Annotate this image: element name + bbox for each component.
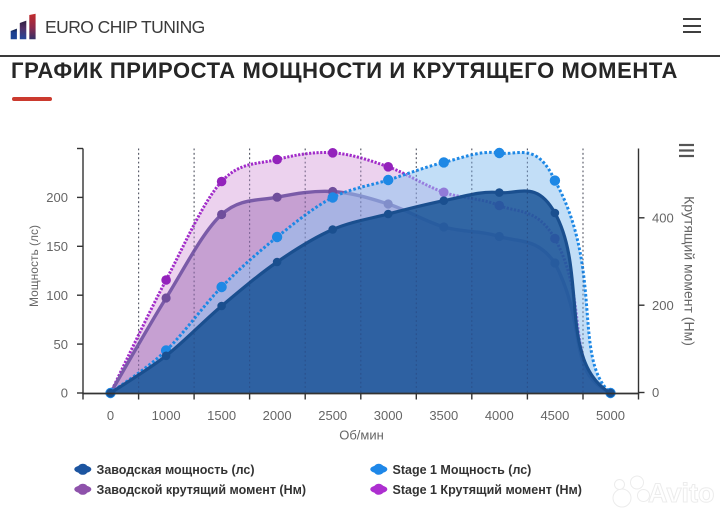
svg-text:Заводская мощность (лс): Заводская мощность (лс) (97, 463, 255, 477)
svg-text:2500: 2500 (318, 408, 347, 423)
svg-text:200: 200 (652, 298, 674, 313)
svg-text:3000: 3000 (374, 408, 403, 423)
svg-text:50: 50 (54, 337, 68, 352)
svg-text:0: 0 (107, 408, 114, 423)
svg-text:100: 100 (46, 288, 68, 303)
svg-text:Мощность (лс): Мощность (лс) (27, 225, 41, 307)
svg-text:Stage 1 Мощность (лс): Stage 1 Мощность (лс) (393, 463, 532, 477)
svg-text:4000: 4000 (485, 408, 514, 423)
svg-text:Об/мин: Об/мин (339, 428, 384, 443)
svg-text:1000: 1000 (152, 408, 181, 423)
svg-text:400: 400 (652, 211, 674, 226)
svg-text:1500: 1500 (207, 408, 236, 423)
svg-text:Заводской крутящий момент (Нм): Заводской крутящий момент (Нм) (97, 483, 307, 497)
svg-text:150: 150 (46, 239, 68, 254)
svg-text:Крутящий момент (Нм): Крутящий момент (Нм) (682, 196, 698, 346)
svg-text:2000: 2000 (263, 408, 292, 423)
svg-text:Stage 1 Крутящий момент (Нм): Stage 1 Крутящий момент (Нм) (393, 483, 582, 497)
svg-text:3500: 3500 (429, 408, 458, 423)
svg-text:5000: 5000 (596, 408, 625, 423)
svg-text:Avito: Avito (648, 478, 715, 508)
svg-text:0: 0 (652, 385, 659, 400)
svg-text:4500: 4500 (540, 408, 569, 423)
svg-text:0: 0 (61, 386, 68, 401)
svg-text:200: 200 (46, 190, 68, 205)
